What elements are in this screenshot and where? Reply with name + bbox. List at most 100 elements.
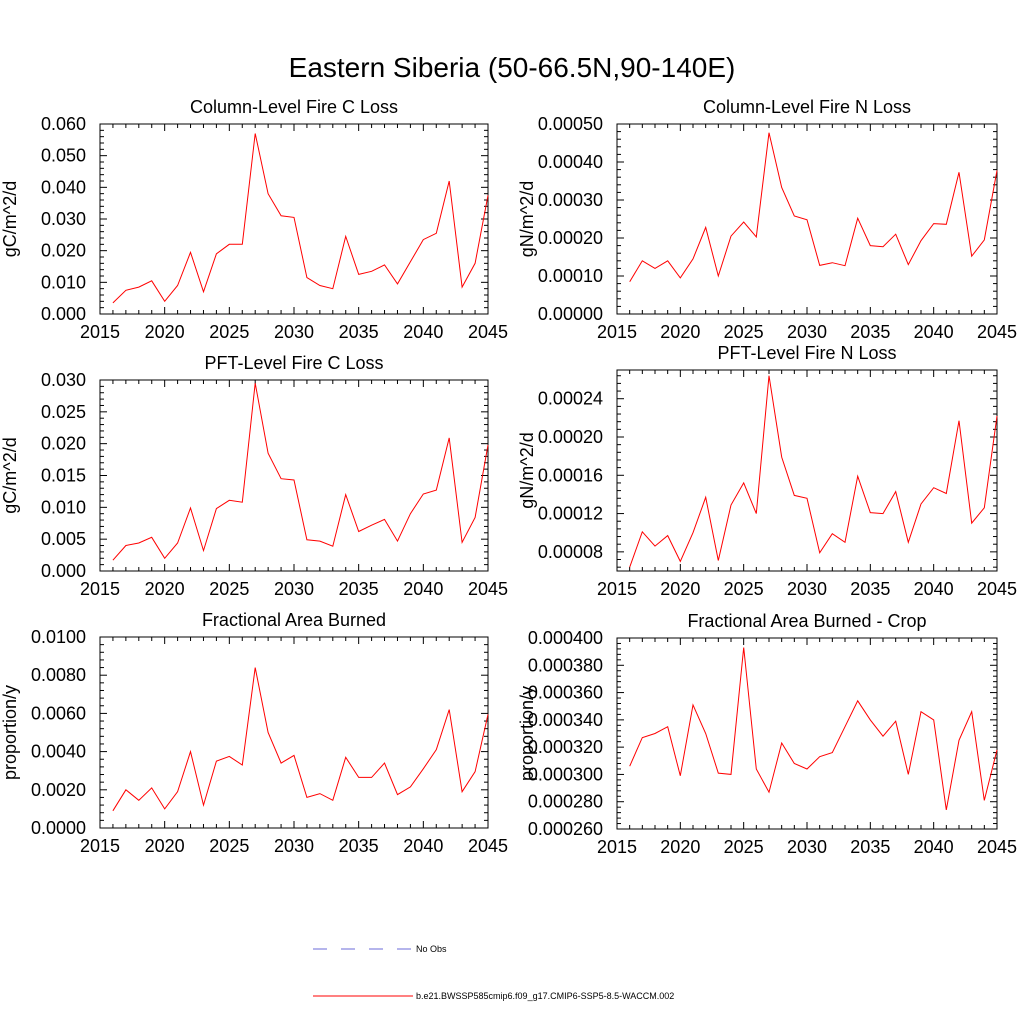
y-tick-label: 0.00024 [538,389,603,409]
x-tick-label: 2045 [977,837,1017,857]
x-tick-label: 2015 [597,322,637,342]
legend-no-obs-label: No Obs [416,944,447,954]
series-line [112,133,489,304]
y-tick-label: 0.010 [41,497,86,517]
x-tick-label: 2020 [660,579,700,599]
x-tick-label: 2020 [660,837,700,857]
y-tick-label: 0.00020 [538,427,603,447]
y-tick-label: 0.015 [41,466,86,486]
y-axis-label: gC/m^2/d [0,437,20,513]
x-tick-label: 2015 [597,579,637,599]
x-tick-label: 2015 [597,837,637,857]
y-tick-label: 0.00030 [538,190,603,210]
x-tick-label: 2040 [914,579,954,599]
chart-title: Fractional Area Burned [202,610,386,630]
x-tick-label: 2045 [977,322,1017,342]
x-tick-label: 2040 [914,837,954,857]
y-tick-label: 0.005 [41,529,86,549]
x-tick-label: 2025 [724,322,764,342]
chart-panel-5: Fractional Area Burned proportion/y 2015 20… [0,610,508,856]
y-tick-label: 0.020 [41,241,86,261]
x-tick-label: 2030 [787,322,827,342]
x-tick-label: 2045 [468,579,508,599]
x-tick-label: 2025 [209,579,249,599]
series-line [112,383,489,561]
y-tick-label: 0.000 [41,561,86,581]
y-tick-label: 0.030 [41,209,86,229]
y-tick-label: 0.050 [41,146,86,166]
x-tick-label: 2045 [468,322,508,342]
chart-title: Column-Level Fire C Loss [190,97,398,117]
y-tick-label: 0.000320 [528,737,603,757]
chart-panels: Column-Level Fire C Loss gC/m^2/d 2015 2020… [0,97,1017,857]
series-line [629,647,998,810]
x-tick-label: 2035 [850,579,890,599]
x-tick-label: 2015 [80,836,120,856]
x-tick-label: 2040 [403,836,443,856]
x-tick-label: 2020 [145,579,185,599]
y-tick-label: 0.000360 [528,683,603,703]
y-tick-label: 0.030 [41,370,86,390]
chart-panel-3: PFT-Level Fire C Loss gC/m^2/d 2015 2020 202… [0,353,508,599]
plot-frame [616,369,998,572]
plot-frame [616,637,998,830]
y-axis-label: proportion/y [0,685,20,780]
x-tick-label: 2040 [403,322,443,342]
x-tick-label: 2035 [850,837,890,857]
y-tick-label: 0.0080 [31,665,86,685]
x-tick-label: 2025 [724,579,764,599]
plot-frame [99,636,489,829]
y-tick-label: 0.000340 [528,710,603,730]
y-tick-label: 0.00020 [538,228,603,248]
chart-title: Fractional Area Burned - Crop [687,611,926,631]
y-axis-label: gC/m^2/d [0,181,20,257]
y-tick-label: 0.010 [41,272,86,292]
chart-panel-2: Column-Level Fire N Loss gN/m^2/d 2015 2020… [517,97,1017,342]
y-tick-label: 0.00012 [538,504,603,524]
x-tick-label: 2025 [209,836,249,856]
x-tick-label: 2045 [468,836,508,856]
x-tick-label: 2040 [914,322,954,342]
x-tick-label: 2030 [274,836,314,856]
y-tick-label: 0.000260 [528,819,603,839]
y-axis-label: gN/m^2/d [517,181,537,257]
x-tick-label: 2025 [724,837,764,857]
plot-frame [616,123,998,315]
x-tick-label: 2040 [403,579,443,599]
y-tick-label: 0.020 [41,434,86,454]
y-tick-label: 0.060 [41,114,86,134]
x-tick-label: 2035 [339,322,379,342]
chart-panel-4: PFT-Level Fire N Loss gN/m^2/d 2015 2020 202… [517,343,1017,599]
y-tick-label: 0.000380 [528,655,603,675]
figure-title: Eastern Siberia (50-66.5N,90-140E) [289,52,736,83]
y-tick-label: 0.000300 [528,764,603,784]
y-tick-label: 0.000 [41,304,86,324]
y-axis-label: gN/m^2/d [517,432,537,508]
legend-series-label: b.e21.BWSSP585cmip6.f09_g17.CMIP6-SSP5-8… [416,991,674,1001]
y-tick-label: 0.00000 [538,304,603,324]
chart-title: PFT-Level Fire C Loss [204,353,383,373]
chart-title: PFT-Level Fire N Loss [717,343,896,363]
x-tick-label: 2015 [80,322,120,342]
y-tick-label: 0.00016 [538,465,603,485]
y-tick-label: 0.00010 [538,266,603,286]
x-tick-label: 2030 [274,579,314,599]
x-tick-label: 2020 [660,322,700,342]
y-tick-label: 0.000400 [528,628,603,648]
y-axis-label: proportion/y [517,686,537,781]
y-tick-label: 0.00040 [538,152,603,172]
plot-frame [99,379,489,572]
x-tick-label: 2030 [274,322,314,342]
x-tick-label: 2035 [339,579,379,599]
chart-title: Column-Level Fire N Loss [703,97,911,117]
series-line [629,375,998,568]
chart-panel-6: Fractional Area Burned - Crop proportion/… [517,611,1017,857]
x-tick-label: 2030 [787,837,827,857]
x-tick-label: 2020 [145,322,185,342]
y-tick-label: 0.000280 [528,792,603,812]
x-tick-label: 2030 [787,579,827,599]
y-tick-label: 0.0020 [31,780,86,800]
y-tick-label: 0.00008 [538,542,603,562]
x-tick-label: 2025 [209,322,249,342]
